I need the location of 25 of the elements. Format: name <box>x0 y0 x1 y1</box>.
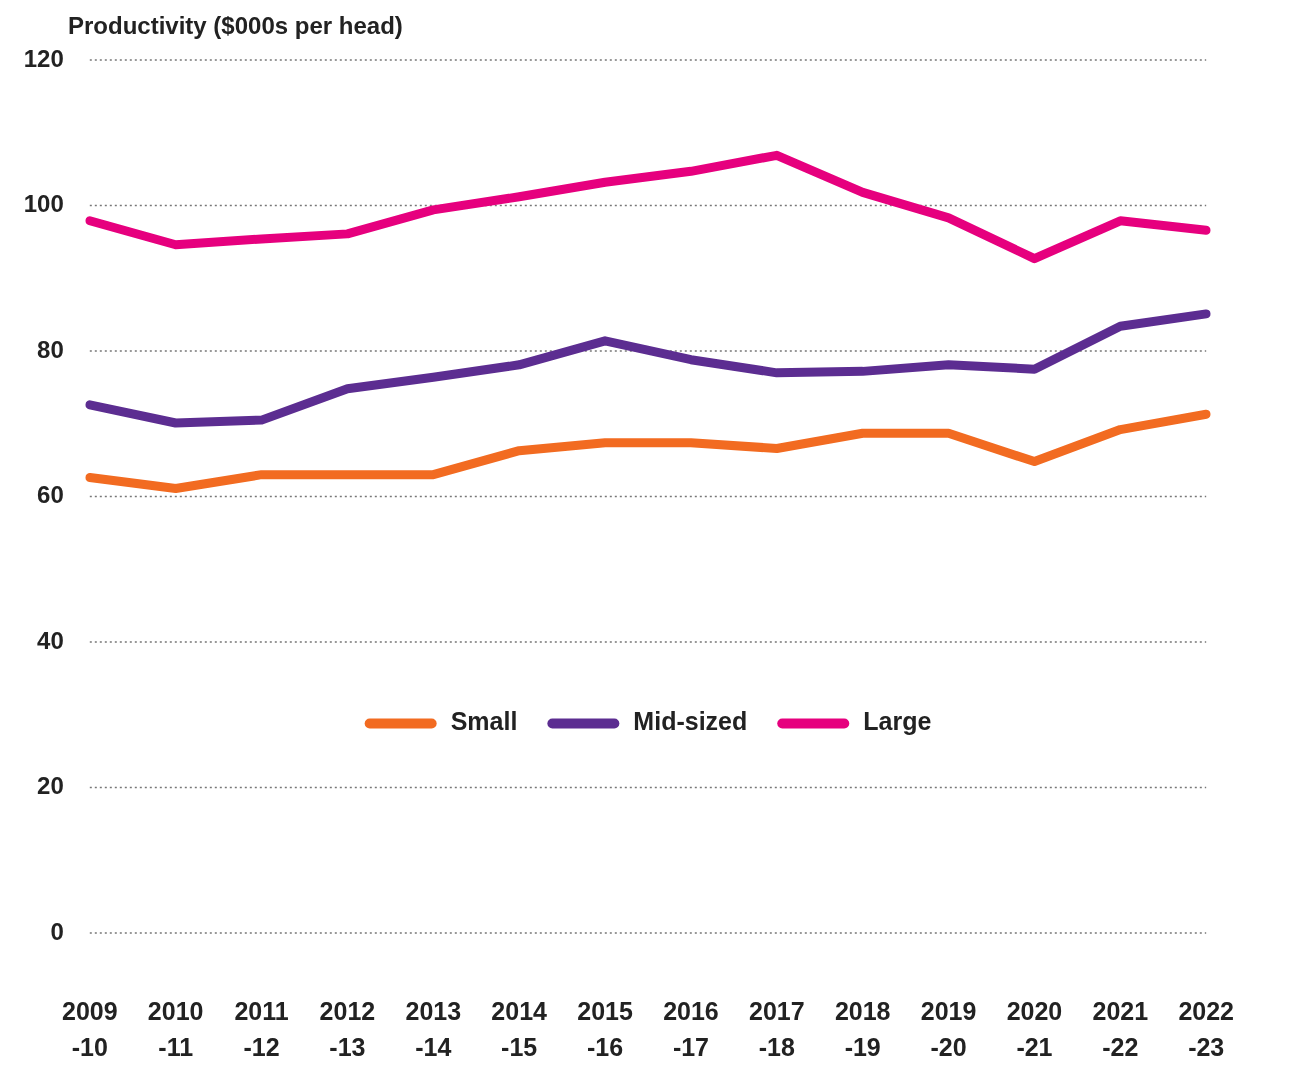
x-tick-label: 2018-19 <box>834 997 891 1062</box>
legend-label: Small <box>450 707 518 736</box>
y-tick-label: 0 <box>50 917 64 945</box>
x-tick-label: 2020-21 <box>1006 997 1063 1062</box>
x-tick-label: 2017-18 <box>749 997 805 1062</box>
x-tick-label: 2012-13 <box>319 997 376 1062</box>
legend-label: Mid-sized <box>633 707 748 736</box>
x-tick-label: 2022-23 <box>1178 997 1234 1062</box>
x-tick-label: 2011-12 <box>234 997 289 1062</box>
x-tick-label: 2015-16 <box>577 997 633 1062</box>
y-tick-label: 60 <box>37 481 64 509</box>
x-tick-label: 2016-17 <box>663 997 719 1062</box>
x-tick-label: 2009-10 <box>62 997 118 1062</box>
y-tick-label: 80 <box>37 335 64 363</box>
y-tick-label: 40 <box>37 626 64 654</box>
x-tick-label: 2010-11 <box>147 997 204 1062</box>
y-tick-label: 20 <box>37 772 64 800</box>
y-axis-title: Productivity ($000s per head) <box>68 11 403 39</box>
y-tick-label: 120 <box>23 44 64 72</box>
legend-label: Large <box>863 707 932 736</box>
y-tick-label: 100 <box>23 190 64 218</box>
x-tick-label: 2019-20 <box>920 997 977 1062</box>
x-tick-label: 2013-14 <box>405 997 462 1062</box>
x-tick-label: 2014-15 <box>491 997 548 1062</box>
x-tick-label: 2021-22 <box>1092 997 1149 1062</box>
